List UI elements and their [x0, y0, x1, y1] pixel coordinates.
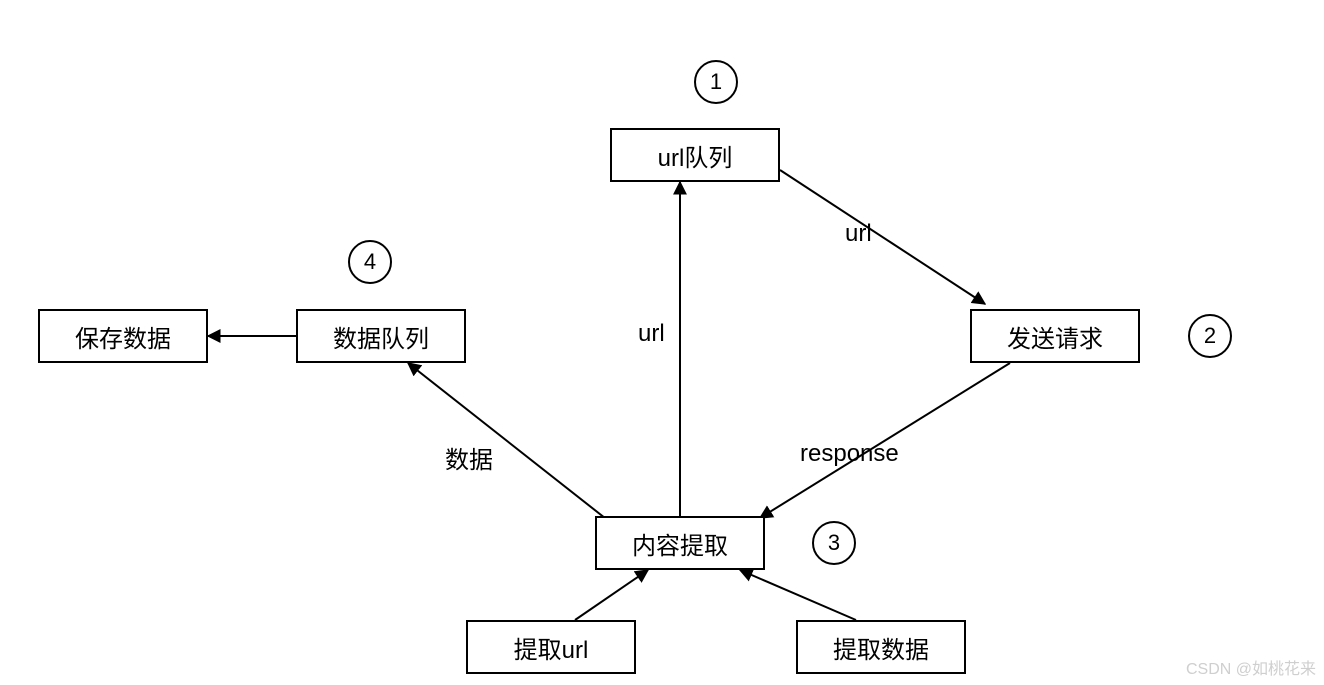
edge-label-url-top: url — [845, 220, 872, 248]
step-circle-2: 2 — [1188, 314, 1232, 358]
step-circle-3: 3 — [812, 521, 856, 565]
circle-label: 3 — [828, 530, 840, 556]
node-label: 提取url — [514, 630, 589, 665]
node-extract-url: 提取url — [466, 620, 636, 674]
edge-label-data: 数据 — [445, 440, 493, 475]
circle-label: 1 — [710, 69, 722, 95]
node-label: url队列 — [658, 138, 733, 173]
step-circle-1: 1 — [694, 60, 738, 104]
node-label: 发送请求 — [1007, 319, 1103, 354]
node-label: 内容提取 — [632, 526, 728, 561]
node-url-queue: url队列 — [610, 128, 780, 182]
node-extract: 内容提取 — [595, 516, 765, 570]
node-send-request: 发送请求 — [970, 309, 1140, 363]
circle-label: 2 — [1204, 323, 1216, 349]
node-label: 提取数据 — [833, 630, 929, 665]
node-label: 数据队列 — [333, 319, 429, 354]
watermark: CSDN @如桃花来 — [1186, 655, 1316, 679]
watermark-text: CSDN @如桃花来 — [1186, 661, 1316, 678]
step-circle-4: 4 — [348, 240, 392, 284]
edge-label-response: response — [800, 440, 899, 468]
node-save-data: 保存数据 — [38, 309, 208, 363]
label-text: url — [845, 220, 872, 247]
node-extract-data: 提取数据 — [796, 620, 966, 674]
label-text: response — [800, 440, 899, 467]
node-label: 保存数据 — [75, 319, 171, 354]
edge-label-url-mid: url — [638, 320, 665, 348]
label-text: 数据 — [445, 447, 493, 474]
node-data-queue: 数据队列 — [296, 309, 466, 363]
circle-label: 4 — [364, 249, 376, 275]
label-text: url — [638, 320, 665, 347]
